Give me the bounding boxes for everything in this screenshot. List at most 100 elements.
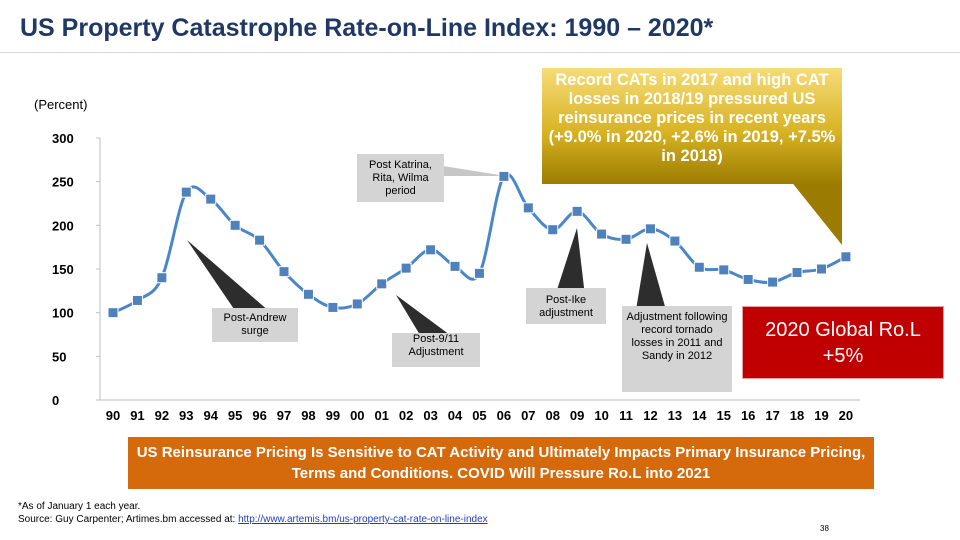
page-number: 38 [820, 524, 829, 533]
x-tick-label: 09 [570, 408, 584, 423]
x-tick-label: 12 [643, 408, 657, 423]
data-point-91 [131, 294, 143, 306]
x-tick-label: 95 [228, 408, 242, 423]
andrew-callout-pointer [187, 240, 270, 312]
data-point-17 [767, 276, 779, 288]
ike-callout-box [526, 288, 606, 324]
data-point-99 [327, 301, 339, 313]
y-tick-label: 100 [52, 306, 74, 321]
y-tick-label: 50 [52, 349, 66, 364]
global-rol-badge: 2020 Global Ro.L +5% [742, 306, 944, 379]
data-point-06 [498, 170, 510, 182]
x-tick-label: 18 [790, 408, 804, 423]
data-point-12 [644, 223, 656, 235]
data-point-97 [278, 266, 290, 278]
y-axis-unit-label: (Percent) [34, 97, 88, 112]
data-point-11 [620, 233, 632, 245]
x-tick-label: 07 [521, 408, 535, 423]
title-divider [0, 52, 960, 53]
x-tick-label: 94 [203, 408, 218, 423]
x-tick-label: 17 [765, 408, 779, 423]
data-point-03 [425, 244, 437, 256]
x-tick-label: 92 [155, 408, 169, 423]
x-tick-label: 05 [472, 408, 486, 423]
data-point-90 [107, 307, 119, 319]
data-point-20 [840, 251, 852, 263]
x-tick-label: 20 [839, 408, 853, 423]
x-tick-label: 08 [546, 408, 560, 423]
slide-title: US Property Catastrophe Rate-on-Line Ind… [20, 14, 714, 42]
data-point-14 [693, 261, 705, 273]
x-tick-label: 02 [399, 408, 413, 423]
global-rol-value: +5% [822, 345, 864, 367]
data-point-94 [205, 193, 217, 205]
source-prefix: Source: Guy Carpenter; Artimes.bm access… [18, 514, 239, 525]
source-link[interactable]: http://www.artemis.bm/us-property-cat-ra… [238, 514, 488, 525]
data-point-08 [547, 224, 559, 236]
data-point-93 [180, 186, 192, 198]
source-line: Source: Guy Carpenter; Artimes.bm access… [18, 513, 488, 526]
x-tick-label: 14 [692, 408, 707, 423]
footnote: *As of January 1 each year. [18, 501, 141, 512]
katrina-callout-box [357, 154, 444, 202]
chart-callouts [187, 68, 842, 392]
nine-eleven-callout-pointer [396, 295, 450, 335]
nine-eleven-callout-box [392, 333, 480, 367]
x-tick-label: 03 [423, 408, 437, 423]
andrew-callout-text: Post-Andrew surge [223, 312, 287, 337]
andrew-callout-box [212, 308, 298, 342]
data-point-96 [254, 234, 266, 246]
tornado-callout-box [622, 306, 732, 392]
ike-callout-pointer [555, 228, 585, 296]
y-tick-label: 250 [52, 175, 74, 190]
tornado-callout-pointer [636, 243, 666, 310]
record-cats-callout-text: Record CATs in 2017 and high CAT losses … [548, 71, 836, 165]
x-tick-label: 16 [741, 408, 755, 423]
x-tick-label: 19 [814, 408, 828, 423]
data-point-19 [815, 263, 827, 275]
x-tick-label: 91 [130, 408, 144, 423]
y-tick-label: 300 [52, 131, 74, 146]
data-point-10 [596, 228, 608, 240]
data-point-16 [742, 273, 754, 285]
x-tick-label: 06 [497, 408, 511, 423]
x-tick-label: 93 [179, 408, 193, 423]
y-tick-label: 0 [52, 393, 59, 408]
ike-callout-text: Post-Ike adjustment [539, 294, 593, 319]
y-tick-label: 200 [52, 218, 74, 233]
katrina-callout-text: Post Katrina, Rita, Wilma period [369, 159, 432, 197]
data-point-07 [522, 202, 534, 214]
record-cats-callout-box [542, 68, 842, 184]
chart-series [107, 170, 852, 319]
x-tick-label: 10 [594, 408, 608, 423]
nine-eleven-callout-text: Post-9/11 Adjustment [408, 333, 464, 358]
footer-notes: *As of January 1 each year. Source: Guy … [18, 500, 488, 526]
data-point-95 [229, 219, 241, 231]
reinsurance-pricing-banner: US Reinsurance Pricing Is Sensitive to C… [128, 437, 874, 489]
x-tick-label: 97 [277, 408, 291, 423]
x-tick-label: 96 [252, 408, 266, 423]
x-tick-label: 11 [619, 408, 633, 423]
tornado-callout-text: Adjustment following record tornado loss… [626, 311, 728, 362]
data-point-09 [571, 205, 583, 217]
data-point-98 [302, 288, 314, 300]
data-point-92 [156, 272, 168, 284]
x-tick-label: 00 [350, 408, 364, 423]
record-cats-callout-pointer [790, 180, 842, 245]
x-tick-label: 13 [668, 408, 682, 423]
x-tick-label: 98 [301, 408, 315, 423]
global-rol-label: 2020 Global Ro.L [765, 319, 921, 341]
x-tick-label: 15 [717, 408, 731, 423]
y-tick-label: 150 [52, 262, 74, 277]
data-point-04 [449, 260, 461, 272]
data-point-01 [376, 278, 388, 290]
data-point-18 [791, 266, 803, 278]
x-tick-label: 99 [326, 408, 340, 423]
data-point-00 [351, 298, 363, 310]
data-point-13 [669, 235, 681, 247]
data-point-02 [400, 262, 412, 274]
data-point-05 [473, 267, 485, 279]
x-tick-label: 90 [106, 408, 120, 423]
